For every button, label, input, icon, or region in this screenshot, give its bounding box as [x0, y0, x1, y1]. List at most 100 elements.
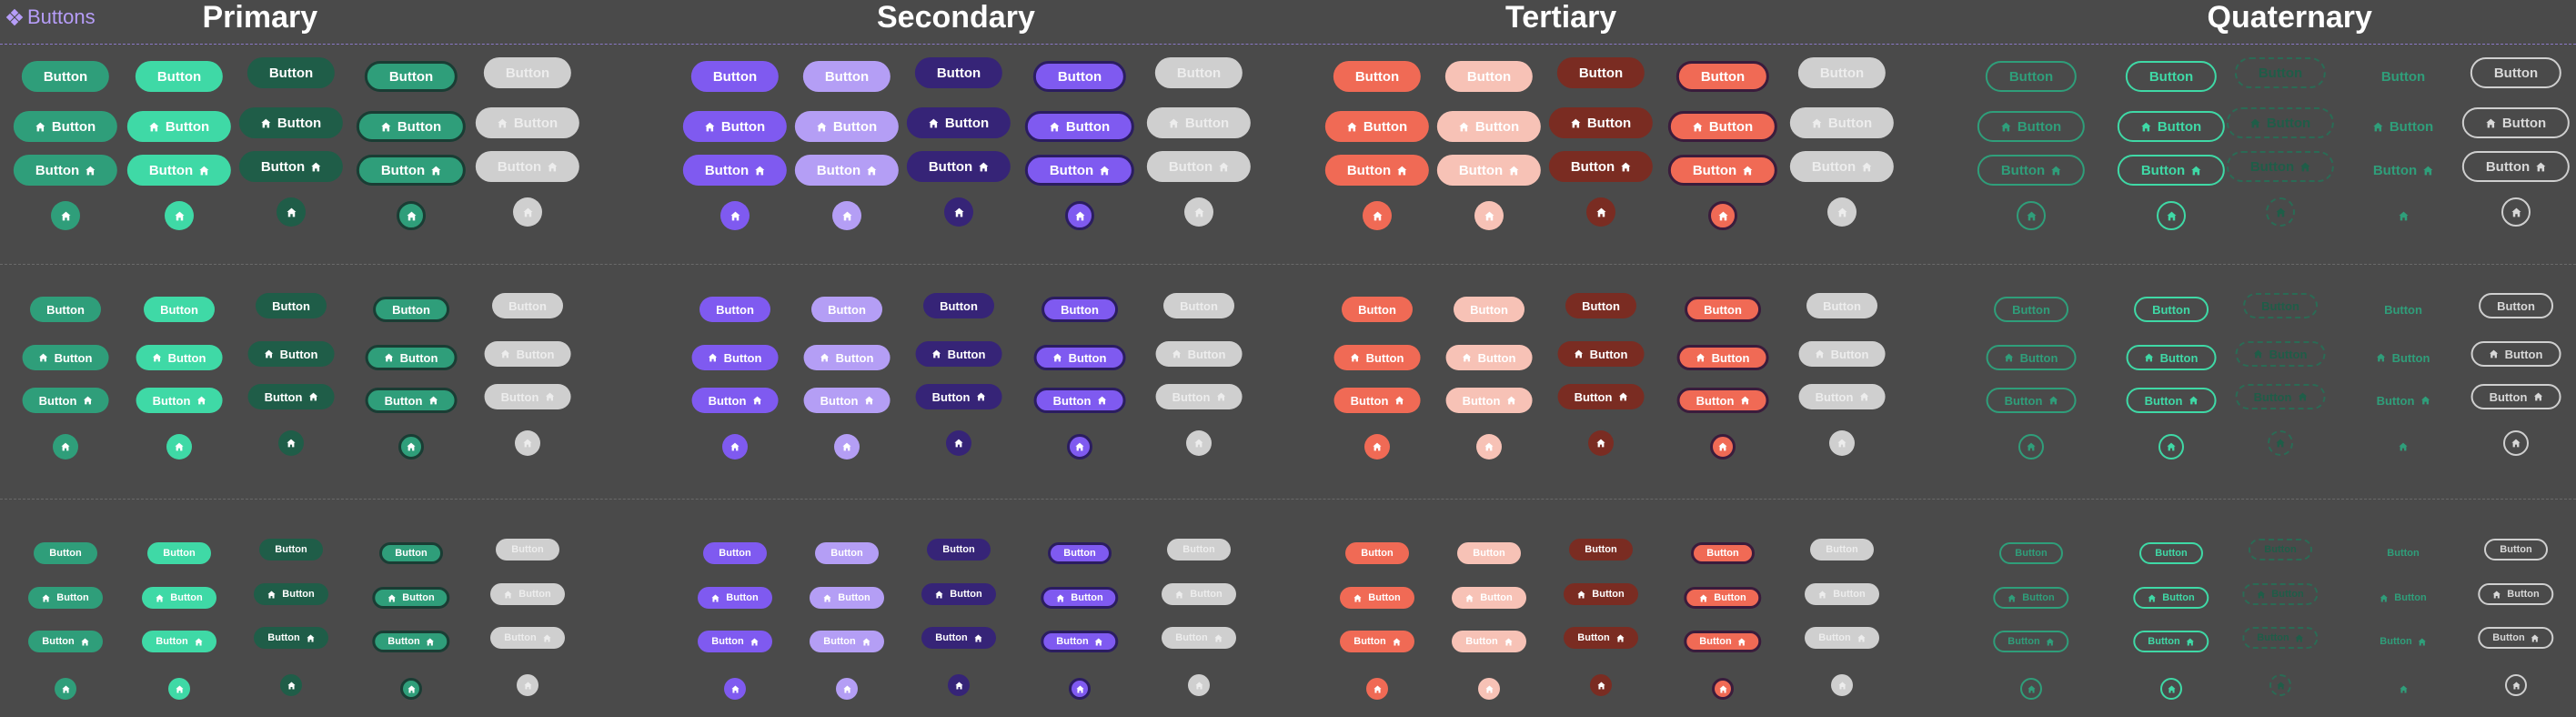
primary-small-icon-right-pressed-button[interactable]: Button	[254, 627, 328, 649]
secondary-large-icon-only-default-button[interactable]	[720, 201, 750, 230]
primary-medium-icon-right-disabled-button[interactable]: Button	[484, 384, 571, 409]
secondary-medium-text-default-button[interactable]: Button	[699, 297, 770, 322]
tertiary-medium-icon-only-focus-button[interactable]	[1710, 434, 1736, 459]
quaternary-large-icon-only-hover-button[interactable]	[2157, 201, 2186, 230]
primary-small-icon-only-hover-button[interactable]	[168, 678, 190, 700]
primary-small-text-disabled-button[interactable]: Button	[496, 539, 559, 560]
quaternary-large-icon-right-focus-button[interactable]: Button	[2350, 155, 2457, 186]
primary-small-text-focus-button[interactable]: Button	[379, 542, 443, 564]
secondary-small-text-disabled-button[interactable]: Button	[1167, 539, 1231, 560]
tertiary-large-icon-right-disabled-button[interactable]: Button	[1789, 151, 1895, 182]
primary-small-icon-right-hover-button[interactable]: Button	[142, 631, 216, 652]
secondary-small-icon-only-hover-button[interactable]	[836, 678, 858, 700]
frame-label[interactable]: Buttons	[5, 5, 96, 29]
primary-large-text-hover-button[interactable]: Button	[135, 61, 224, 92]
tertiary-large-icon-only-focus-button[interactable]	[1708, 201, 1737, 230]
primary-medium-text-focus-button[interactable]: Button	[373, 297, 449, 322]
secondary-small-text-pressed-button[interactable]: Button	[927, 539, 991, 560]
primary-large-icon-right-default-button[interactable]: Button	[13, 155, 118, 186]
quaternary-large-text-focus-button[interactable]: Button	[2358, 61, 2449, 92]
secondary-large-icon-right-pressed-button[interactable]: Button	[906, 151, 1011, 182]
primary-small-icon-left-pressed-button[interactable]: Button	[254, 583, 328, 605]
primary-large-icon-left-focus-button[interactable]: Button	[356, 111, 467, 142]
quaternary-medium-icon-left-disabled-button[interactable]: Button	[2470, 341, 2561, 367]
tertiary-small-icon-only-pressed-button[interactable]	[1590, 674, 1612, 696]
primary-large-icon-only-default-button[interactable]	[51, 201, 80, 230]
tertiary-small-icon-right-disabled-button[interactable]: Button	[1805, 627, 1879, 649]
tertiary-medium-icon-only-pressed-button[interactable]	[1588, 430, 1614, 456]
secondary-medium-icon-only-default-button[interactable]	[722, 434, 748, 459]
secondary-small-icon-right-disabled-button[interactable]: Button	[1162, 627, 1236, 649]
primary-medium-icon-right-hover-button[interactable]: Button	[136, 388, 223, 413]
tertiary-small-icon-left-hover-button[interactable]: Button	[1452, 587, 1526, 609]
primary-small-icon-right-focus-button[interactable]: Button	[372, 631, 450, 652]
quaternary-large-icon-left-pressed-button[interactable]: Button	[2226, 107, 2335, 138]
primary-medium-text-default-button[interactable]: Button	[30, 297, 101, 322]
secondary-small-icon-right-focus-button[interactable]: Button	[1041, 631, 1119, 652]
primary-large-icon-left-pressed-button[interactable]: Button	[238, 107, 344, 138]
secondary-large-icon-right-disabled-button[interactable]: Button	[1146, 151, 1252, 182]
primary-large-icon-only-pressed-button[interactable]	[277, 197, 306, 227]
primary-small-text-pressed-button[interactable]: Button	[259, 539, 323, 560]
quaternary-medium-icon-left-default-button[interactable]: Button	[1986, 345, 2077, 370]
tertiary-medium-text-default-button[interactable]: Button	[1342, 297, 1413, 322]
tertiary-large-text-focus-button[interactable]: Button	[1675, 61, 1770, 92]
quaternary-large-text-disabled-button[interactable]: Button	[2470, 57, 2562, 88]
primary-medium-text-pressed-button[interactable]: Button	[256, 293, 327, 318]
quaternary-medium-icon-only-hover-button[interactable]	[2158, 434, 2184, 459]
secondary-medium-icon-right-focus-button[interactable]: Button	[1033, 388, 1126, 413]
quaternary-large-icon-right-default-button[interactable]: Button	[1977, 155, 2086, 186]
secondary-small-icon-only-disabled-button[interactable]	[1188, 674, 1210, 696]
quaternary-medium-icon-left-pressed-button[interactable]: Button	[2235, 341, 2326, 367]
quaternary-medium-icon-only-default-button[interactable]	[2018, 434, 2044, 459]
tertiary-medium-icon-left-focus-button[interactable]: Button	[1676, 345, 1769, 370]
secondary-small-icon-left-focus-button[interactable]: Button	[1041, 587, 1119, 609]
primary-large-text-disabled-button[interactable]: Button	[483, 57, 572, 88]
secondary-small-text-default-button[interactable]: Button	[703, 542, 767, 564]
primary-medium-icon-only-default-button[interactable]	[53, 434, 78, 459]
quaternary-medium-icon-only-disabled-button[interactable]	[2503, 430, 2529, 456]
quaternary-medium-text-default-button[interactable]: Button	[1994, 297, 2068, 322]
secondary-small-icon-right-default-button[interactable]: Button	[698, 631, 772, 652]
secondary-medium-icon-only-disabled-button[interactable]	[1186, 430, 1212, 456]
secondary-medium-text-pressed-button[interactable]: Button	[923, 293, 994, 318]
secondary-large-icon-left-focus-button[interactable]: Button	[1024, 111, 1135, 142]
quaternary-small-icon-left-disabled-button[interactable]: Button	[2478, 583, 2554, 605]
tertiary-large-text-disabled-button[interactable]: Button	[1797, 57, 1887, 88]
secondary-medium-icon-left-hover-button[interactable]: Button	[803, 345, 891, 370]
primary-small-icon-right-default-button[interactable]: Button	[28, 631, 103, 652]
quaternary-small-icon-only-default-button[interactable]	[2020, 678, 2042, 700]
quaternary-small-icon-right-pressed-button[interactable]: Button	[2242, 627, 2319, 649]
primary-large-text-pressed-button[interactable]: Button	[247, 57, 336, 88]
tertiary-large-text-pressed-button[interactable]: Button	[1556, 57, 1645, 88]
secondary-medium-icon-left-default-button[interactable]: Button	[691, 345, 779, 370]
quaternary-large-icon-only-pressed-button[interactable]	[2266, 197, 2295, 227]
primary-medium-text-hover-button[interactable]: Button	[144, 297, 215, 322]
primary-large-icon-right-pressed-button[interactable]: Button	[238, 151, 344, 182]
tertiary-medium-icon-left-disabled-button[interactable]: Button	[1798, 341, 1886, 367]
secondary-large-icon-only-pressed-button[interactable]	[944, 197, 973, 227]
primary-medium-icon-only-focus-button[interactable]	[398, 434, 424, 459]
primary-medium-icon-left-default-button[interactable]: Button	[22, 345, 109, 370]
quaternary-large-text-hover-button[interactable]: Button	[2125, 61, 2218, 92]
tertiary-small-text-hover-button[interactable]: Button	[1457, 542, 1521, 564]
tertiary-large-icon-only-pressed-button[interactable]	[1586, 197, 1615, 227]
tertiary-medium-icon-right-default-button[interactable]: Button	[1333, 388, 1421, 413]
primary-large-icon-only-focus-button[interactable]	[397, 201, 426, 230]
secondary-medium-icon-left-focus-button[interactable]: Button	[1033, 345, 1126, 370]
primary-large-icon-left-disabled-button[interactable]: Button	[475, 107, 580, 138]
quaternary-small-icon-left-pressed-button[interactable]: Button	[2242, 583, 2319, 605]
tertiary-small-icon-left-focus-button[interactable]: Button	[1684, 587, 1762, 609]
secondary-large-icon-left-default-button[interactable]: Button	[682, 111, 788, 142]
quaternary-medium-icon-left-focus-button[interactable]: Button	[2359, 345, 2449, 370]
tertiary-medium-icon-left-hover-button[interactable]: Button	[1445, 345, 1533, 370]
tertiary-medium-icon-right-pressed-button[interactable]: Button	[1557, 384, 1645, 409]
primary-large-icon-right-disabled-button[interactable]: Button	[475, 151, 580, 182]
quaternary-small-icon-only-hover-button[interactable]	[2160, 678, 2182, 700]
quaternary-small-icon-right-disabled-button[interactable]: Button	[2478, 627, 2554, 649]
tertiary-large-icon-only-disabled-button[interactable]	[1827, 197, 1857, 227]
quaternary-small-icon-left-default-button[interactable]: Button	[1993, 587, 2069, 609]
secondary-large-text-pressed-button[interactable]: Button	[914, 57, 1003, 88]
tertiary-large-text-hover-button[interactable]: Button	[1444, 61, 1534, 92]
tertiary-large-icon-left-pressed-button[interactable]: Button	[1548, 107, 1654, 138]
